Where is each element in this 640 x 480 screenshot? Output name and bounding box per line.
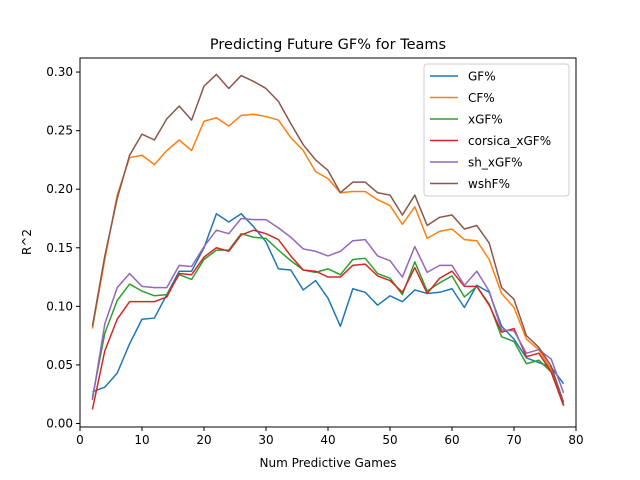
series-line-5 xyxy=(91,73,565,403)
series-line-2 xyxy=(91,232,565,406)
legend-label-3: corsica_xGF% xyxy=(468,134,551,148)
x-axis-label: Num Predictive Games xyxy=(259,456,396,470)
y-tick-label: 0.15 xyxy=(46,241,73,255)
y-tick-label: 0.30 xyxy=(46,65,73,79)
legend-box xyxy=(423,63,570,197)
legend-label-5: wshF% xyxy=(468,177,510,191)
legend-label-4: sh_xGF% xyxy=(468,156,523,170)
x-tick-label: 10 xyxy=(134,433,149,447)
chart-title: Predicting Future GF% for Teams xyxy=(210,37,446,53)
legend: GF% CF% xGF% corsica_xGF% sh_xGF% wshF% xyxy=(423,63,570,197)
x-tick-label: 40 xyxy=(320,433,335,447)
x-tick-label: 70 xyxy=(506,433,521,447)
series-line-3 xyxy=(91,229,565,410)
x-tick-label: 50 xyxy=(382,433,397,447)
x-tick-label: 20 xyxy=(196,433,211,447)
x-tick-label: 60 xyxy=(444,433,459,447)
series-line-1 xyxy=(91,113,565,405)
series-line-4 xyxy=(91,217,565,401)
y-tick-label: 0.10 xyxy=(46,299,73,313)
x-tick-label: 30 xyxy=(258,433,273,447)
y-tick-label: 0.05 xyxy=(46,358,73,372)
x-tick-label: 80 xyxy=(568,433,583,447)
y-tick-label: 0.00 xyxy=(46,416,73,430)
plot-lines xyxy=(91,73,565,410)
y-tick-label: 0.20 xyxy=(46,182,73,196)
legend-label-0: GF% xyxy=(468,70,496,84)
legend-label-2: xGF% xyxy=(468,113,503,127)
y-axis-label: R^2 xyxy=(20,229,34,255)
y-tick-label: 0.25 xyxy=(46,124,73,138)
y-axis: 0.00 0.05 0.10 0.15 0.20 0.25 0.30 xyxy=(46,65,80,430)
x-tick-label: 0 xyxy=(76,433,84,447)
legend-label-1: CF% xyxy=(468,91,495,105)
x-axis: 0 10 20 30 40 50 60 70 80 xyxy=(76,427,584,447)
